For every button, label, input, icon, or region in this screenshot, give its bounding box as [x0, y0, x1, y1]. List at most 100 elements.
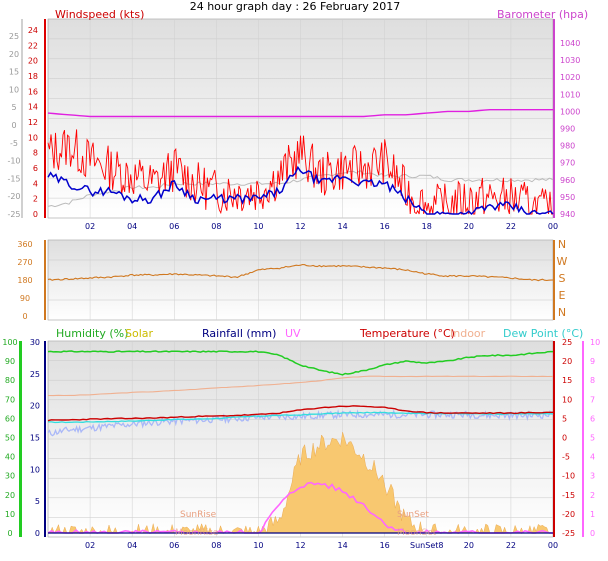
bottom-time-tick-label: 08 — [211, 541, 221, 550]
windspeed-tick-label: 4 — [33, 179, 38, 188]
temperature-axis-bar — [553, 341, 555, 537]
far-left-tick-label: 15 — [9, 68, 19, 77]
bottom-time-tick-label: SunSet8 — [410, 541, 443, 550]
time-tick-label: 00 — [548, 222, 558, 231]
barometer-tick-label: 1040 — [560, 39, 580, 48]
wind-panel-series — [47, 109, 554, 216]
temperature-tick-label: -10 — [562, 472, 575, 481]
windspeed-tick-label: 0 — [33, 210, 38, 219]
windspeed-legend: Windspeed (kts) — [55, 8, 144, 21]
compass-axis-bar — [553, 240, 555, 320]
windspeed-tick-label: 24 — [28, 26, 38, 35]
bottom-time-tick-label: 04 — [127, 541, 137, 550]
time-tick-label: 02 — [85, 222, 95, 231]
direction-tick-label: 0 — [22, 312, 27, 321]
climate-panel-tick-labels: 1009080706050403020100302520151050252015… — [2, 338, 600, 550]
humidity-tick-label: 40 — [5, 453, 15, 462]
rainfall-tick-label: 10 — [30, 465, 40, 474]
humidity-tick-label: 50 — [5, 434, 15, 443]
compass-tick-label: E — [559, 289, 566, 302]
rainfall-tick-label: 15 — [30, 434, 40, 443]
wind-direction-line — [47, 263, 554, 282]
uv-tick-label: 1 — [590, 510, 595, 519]
humidity-line — [47, 350, 553, 376]
temperature-legend: Temperature (°C) — [359, 327, 455, 340]
rainfall-axis-bar — [44, 341, 46, 537]
bottom-time-tick-label: 00 — [548, 541, 558, 550]
uv-tick-label: 0 — [590, 529, 595, 538]
barometer-line — [47, 109, 553, 118]
bottom-time-tick-label: 10 — [253, 541, 263, 550]
rainfall-tick-label: 5 — [35, 497, 40, 506]
humidity-tick-label: 20 — [5, 491, 15, 500]
compass-tick-label: N — [558, 306, 566, 319]
temperature-tick-label: 0 — [562, 434, 567, 443]
direction-axis-bar — [44, 240, 46, 320]
climate-panel-series — [47, 350, 554, 534]
uv-tick-label: 9 — [590, 357, 595, 366]
humidity-tick-label: 80 — [5, 376, 15, 385]
far-left-tick-label: 20 — [9, 50, 19, 59]
far-left-tick-label: -25 — [7, 210, 20, 219]
humidity-axis-bar — [19, 341, 22, 537]
wind-panel: 2520151050-5-10-15-20-252422201816141210… — [7, 8, 588, 231]
far-left-axis-bar — [21, 19, 23, 218]
temperature-tick-label: 5 — [562, 414, 567, 423]
time-tick-label: 14 — [337, 222, 347, 231]
windspeed-tick-label: 2 — [33, 195, 38, 204]
barometer-tick-label: 960 — [560, 176, 575, 185]
compass-tick-label: W — [557, 255, 568, 268]
far-left-tick-label: 10 — [9, 85, 19, 94]
moonrise-label: MoonRise — [175, 528, 219, 538]
windspeed-tick-label: 16 — [28, 87, 38, 96]
time-tick-label: 18 — [422, 222, 432, 231]
time-tick-label: 10 — [253, 222, 263, 231]
temperature-line — [47, 405, 553, 422]
dewpoint-line — [48, 411, 554, 424]
barometer-tick-label: 970 — [560, 159, 575, 168]
barometer-tick-label: 950 — [560, 193, 575, 202]
far-left-tick-label: 0 — [11, 121, 16, 130]
rainfall-legend: Rainfall (mm) — [202, 327, 276, 340]
wind-panel-tick-labels: 2520151050-5-10-15-20-252422201816141210… — [7, 26, 580, 231]
wind-gust-line — [47, 165, 554, 216]
temperature-tick-label: -25 — [562, 529, 575, 538]
time-tick-label: 12 — [295, 222, 305, 231]
humidity-tick-label: 0 — [7, 529, 12, 538]
bottom-time-tick-label: 12 — [295, 541, 305, 550]
time-tick-label: 22 — [506, 222, 516, 231]
barometer-tick-label: 990 — [560, 125, 575, 134]
humidity-legend: Humidity (%) — [56, 327, 128, 340]
barometer-tick-label: 1000 — [560, 107, 580, 116]
uv-tick-label: 6 — [590, 414, 595, 423]
uv-axis-bar — [582, 341, 584, 537]
windspeed-tick-label: 6 — [33, 164, 38, 173]
barometer-tick-label: 1030 — [560, 56, 580, 65]
indoor-line — [47, 375, 554, 397]
bottom-time-tick-label: 06 — [169, 541, 179, 550]
windspeed-tick-label: 12 — [28, 118, 38, 127]
windspeed-tick-label: 14 — [28, 103, 38, 112]
compass-tick-label: S — [559, 272, 566, 285]
windspeed-line — [47, 129, 553, 215]
windspeed-tick-label: 8 — [33, 149, 38, 158]
time-tick-label: 16 — [380, 222, 390, 231]
rainfall-tick-label: 30 — [30, 338, 40, 347]
windspeed-tick-label: 22 — [28, 41, 38, 50]
humidity-tick-label: 10 — [5, 510, 15, 519]
bottom-time-tick-label: 02 — [85, 541, 95, 550]
page-title: 24 hour graph day : 26 February 2017 — [190, 0, 401, 13]
humidity-tick-label: 90 — [5, 357, 15, 366]
uv-tick-label: 8 — [590, 376, 595, 385]
uv-tick-label: 2 — [590, 491, 595, 500]
humidity-tick-label: 100 — [2, 338, 17, 347]
bottom-time-tick-label: 14 — [337, 541, 347, 550]
uv-tick-label: 7 — [590, 395, 595, 404]
indoor-legend: Indoor — [450, 327, 486, 340]
temperature-tick-label: 15 — [562, 376, 572, 385]
windspeed-tick-label: 20 — [28, 57, 38, 66]
temperature-tick-label: 10 — [562, 395, 572, 404]
direction-panel-series — [47, 263, 554, 282]
